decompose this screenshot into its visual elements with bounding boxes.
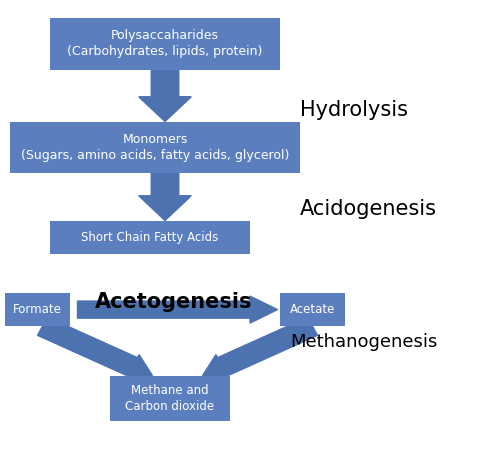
Text: Formate: Formate [13, 303, 62, 316]
FancyBboxPatch shape [10, 122, 300, 173]
FancyArrow shape [38, 317, 152, 379]
FancyBboxPatch shape [110, 376, 230, 421]
Text: Short Chain Fatty Acids: Short Chain Fatty Acids [82, 231, 218, 244]
Text: Methane and
Carbon dioxide: Methane and Carbon dioxide [126, 384, 214, 413]
Text: Acetogenesis: Acetogenesis [95, 292, 252, 311]
Text: Hydrolysis: Hydrolysis [300, 100, 408, 120]
Text: Acidogenesis: Acidogenesis [300, 199, 437, 219]
FancyArrow shape [139, 70, 191, 122]
Text: Acetate: Acetate [290, 303, 335, 316]
FancyArrow shape [139, 173, 191, 220]
Text: Monomers
(Sugars, amino acids, fatty acids, glycerol): Monomers (Sugars, amino acids, fatty aci… [21, 133, 289, 162]
FancyArrow shape [202, 317, 318, 379]
FancyArrow shape [78, 296, 278, 323]
FancyBboxPatch shape [50, 220, 250, 254]
Text: Methanogenesis: Methanogenesis [290, 333, 438, 351]
FancyBboxPatch shape [5, 292, 70, 326]
FancyBboxPatch shape [280, 292, 345, 326]
FancyBboxPatch shape [50, 18, 280, 70]
Text: Polysaccaharides
(Carbohydrates, lipids, protein): Polysaccaharides (Carbohydrates, lipids,… [68, 29, 262, 58]
